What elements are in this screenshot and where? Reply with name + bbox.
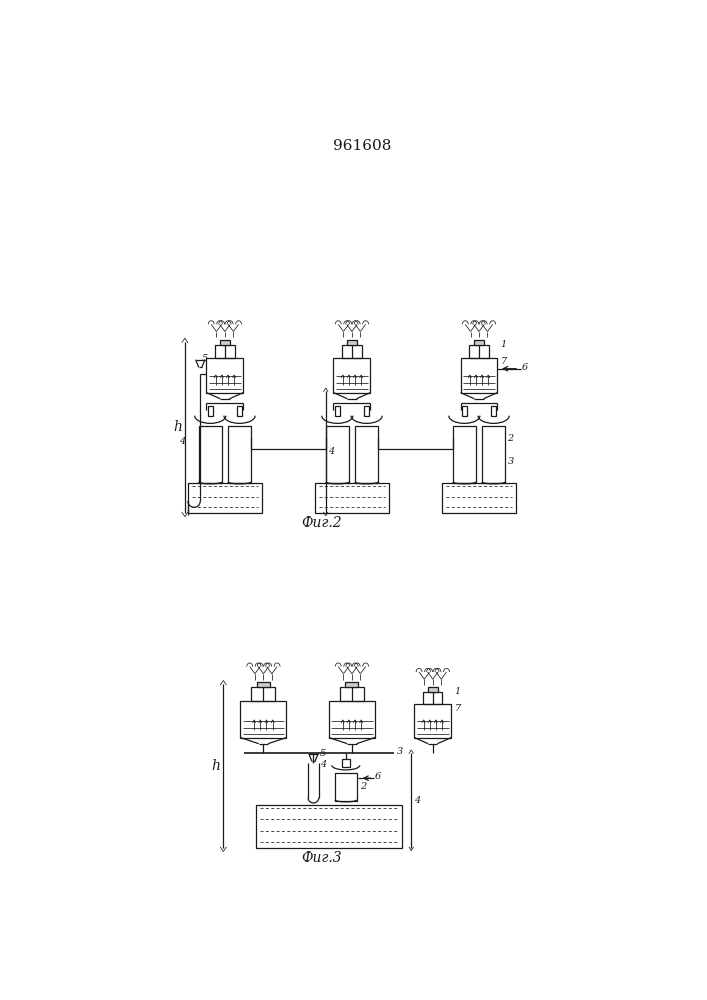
Text: 4: 4 [328, 447, 334, 456]
Bar [414, 704, 451, 738]
Bar [216, 345, 235, 358]
Text: 1: 1 [455, 687, 460, 696]
Bar [340, 687, 364, 701]
Text: 6: 6 [522, 363, 528, 372]
Bar [355, 426, 378, 483]
Bar [240, 701, 286, 738]
Text: 1: 1 [501, 340, 507, 349]
Bar [329, 701, 375, 738]
Bar [228, 426, 251, 483]
Bar [346, 340, 357, 345]
Text: h: h [173, 420, 182, 434]
Bar [469, 345, 489, 358]
Text: 2: 2 [360, 782, 366, 791]
Bar [423, 692, 443, 704]
Bar [462, 406, 467, 416]
Bar [188, 483, 262, 513]
Bar [460, 358, 498, 393]
Bar [208, 406, 213, 416]
Bar [346, 682, 358, 687]
Text: 3: 3 [397, 747, 404, 756]
Text: 6: 6 [375, 772, 381, 781]
Bar [482, 426, 506, 483]
Text: Фиг.3: Фиг.3 [301, 851, 341, 865]
Bar [334, 358, 370, 393]
Bar [364, 406, 369, 416]
Text: h: h [211, 759, 221, 773]
Text: 7: 7 [455, 704, 460, 713]
Text: 4: 4 [179, 437, 185, 446]
Text: Фиг.2: Фиг.2 [301, 516, 341, 530]
Bar [326, 426, 349, 483]
Text: 5: 5 [320, 749, 326, 758]
Text: 4: 4 [320, 760, 326, 769]
Bar [206, 358, 243, 393]
Bar [474, 340, 484, 345]
Text: 5: 5 [201, 354, 208, 363]
Bar [491, 406, 496, 416]
Bar [315, 483, 389, 513]
Bar [452, 426, 476, 483]
Text: 2: 2 [508, 434, 514, 443]
Bar [334, 406, 340, 416]
Bar [342, 759, 350, 767]
Bar [428, 687, 438, 692]
Bar [335, 773, 356, 801]
Bar [220, 340, 230, 345]
Text: 7: 7 [501, 357, 507, 366]
Bar [252, 687, 276, 701]
Text: 4: 4 [414, 796, 420, 805]
Bar [257, 682, 270, 687]
Bar [442, 483, 516, 513]
Text: 3: 3 [508, 457, 514, 466]
Bar [342, 345, 361, 358]
Bar [237, 406, 243, 416]
Text: 961608: 961608 [333, 139, 391, 153]
Bar [199, 426, 222, 483]
Bar [256, 805, 402, 848]
